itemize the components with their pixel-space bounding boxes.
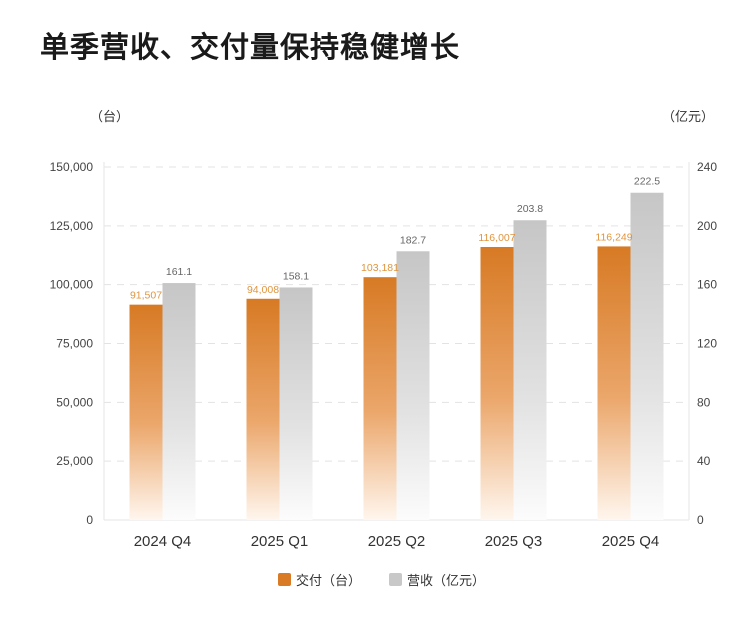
bar-deliveries (597, 246, 631, 520)
legend-label-revenue: 营收（亿元） (407, 574, 485, 589)
right-axis-tick: 120 (697, 337, 717, 351)
x-axis-tick: 2025 Q2 (368, 533, 426, 550)
left-axis-tick: 25,000 (56, 454, 93, 468)
right-axis-tick: 80 (697, 395, 711, 409)
chart-title: 单季营收、交付量保持稳健增长 (40, 30, 461, 64)
bar-revenue (630, 192, 664, 521)
legend-swatch-deliveries (278, 573, 291, 586)
right-axis-unit: （亿元） (662, 110, 714, 125)
x-axis-tick: 2025 Q4 (602, 533, 660, 550)
left-axis-tick: 125,000 (50, 219, 94, 233)
data-label-deliveries: 103,181 (361, 262, 399, 274)
bar-deliveries (480, 246, 514, 520)
data-label-deliveries: 116,007 (478, 232, 515, 244)
bar-revenue (279, 287, 313, 520)
data-label-revenue: 161.1 (166, 266, 192, 278)
data-label-revenue: 158.1 (283, 270, 309, 282)
data-label-deliveries: 116,249 (595, 231, 632, 243)
left-axis-tick: 50,000 (56, 395, 93, 409)
x-axis-tick: 2024 Q4 (134, 533, 192, 550)
x-axis-tick: 2025 Q1 (251, 533, 309, 550)
left-axis-tick: 100,000 (50, 278, 94, 292)
data-label-revenue: 203.8 (517, 203, 543, 215)
left-axis-tick: 75,000 (56, 337, 93, 351)
right-axis-tick: 240 (697, 160, 717, 174)
data-label-deliveries: 91,507 (130, 290, 162, 302)
bar-revenue (162, 283, 196, 520)
left-axis-tick: 150,000 (50, 160, 94, 174)
right-axis-tick: 200 (697, 219, 717, 233)
right-axis-tick: 0 (697, 513, 704, 527)
x-axis-tick: 2025 Q3 (485, 533, 543, 550)
bar-revenue (513, 220, 547, 520)
left-axis-tick: 0 (86, 513, 93, 527)
legend-swatch-revenue (389, 573, 402, 586)
bar-deliveries (129, 304, 163, 520)
data-label-revenue: 222.5 (634, 176, 660, 188)
left-axis-unit: （台） (90, 110, 129, 125)
right-axis-tick: 40 (697, 454, 711, 468)
data-label-deliveries: 94,008 (247, 284, 279, 296)
data-label-revenue: 182.7 (400, 234, 426, 246)
bar-deliveries (246, 298, 280, 520)
bar-deliveries (363, 277, 397, 520)
right-axis-tick: 160 (697, 278, 717, 292)
bar-revenue (396, 251, 430, 520)
legend-label-deliveries: 交付（台） (296, 573, 361, 589)
